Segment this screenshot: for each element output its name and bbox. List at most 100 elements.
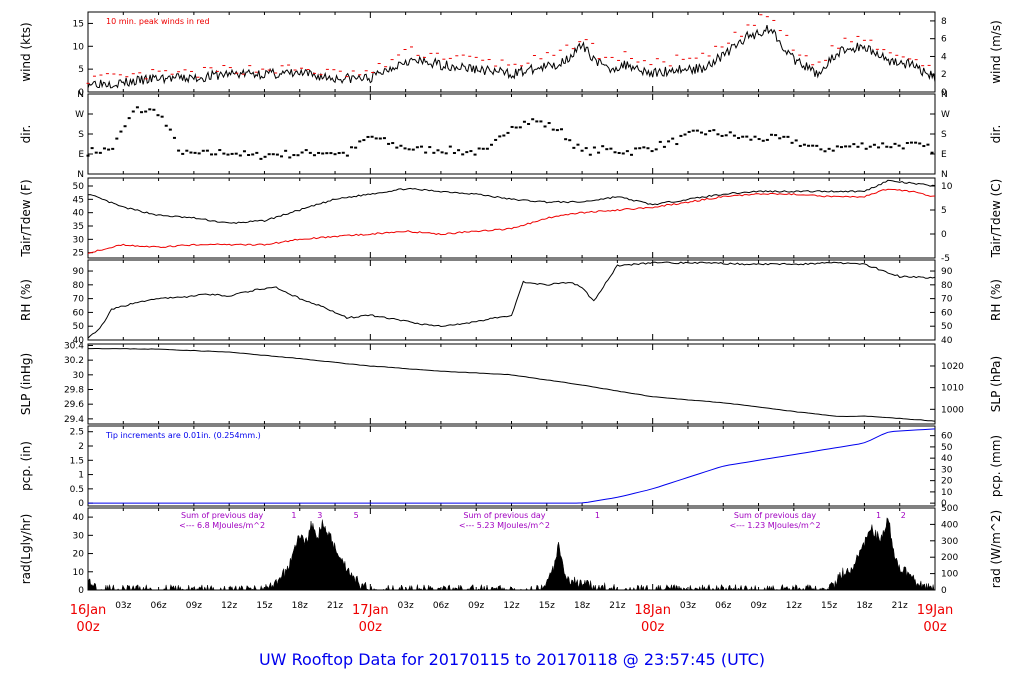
dir-point	[387, 142, 391, 145]
dir-point	[374, 137, 378, 140]
temp-series-tair	[87, 179, 936, 224]
dir-point	[197, 152, 201, 155]
dir-point	[382, 137, 386, 140]
pcp-annotation: Tip increments are 0.01in. (0.254mm.)	[105, 431, 261, 440]
pcp-series-pcp	[88, 428, 936, 504]
dir-point	[601, 145, 605, 148]
dir-point	[844, 145, 848, 148]
time-tick-label: 21z	[327, 601, 343, 611]
dir-point	[403, 147, 407, 150]
dir-point	[119, 130, 123, 133]
slp-left-tick-label: 30	[73, 371, 85, 381]
dir-right-tick-label: N	[941, 90, 948, 100]
dir-point	[308, 151, 312, 154]
temp-left-tick-label: 35	[73, 222, 84, 232]
dir-point	[144, 110, 148, 113]
wind-right-tick-label: 0	[941, 88, 947, 98]
dir-point	[160, 115, 164, 118]
dir-point	[148, 108, 152, 111]
dir-point	[864, 147, 868, 150]
dir-point	[271, 153, 275, 156]
dir-point	[782, 135, 786, 138]
rad-note-line2: <--- 6.8 MJoules/m^2	[179, 521, 265, 530]
rh-right-tick-label: 80	[941, 281, 953, 291]
rad-right-tick-label: 0	[941, 586, 947, 596]
dir-point	[411, 148, 415, 151]
slp-left-tick-label: 30.4	[64, 341, 84, 351]
dir-point	[312, 154, 316, 157]
dir-point	[304, 149, 308, 152]
time-tick-label: 03z	[115, 601, 131, 611]
dir-point	[115, 137, 119, 140]
dir-point	[490, 143, 494, 146]
dir-point	[535, 120, 539, 123]
temp-ylabel-right: Tair/Tdew (C)	[989, 179, 1003, 259]
temp-left-tick-label: 50	[73, 182, 85, 192]
dir-point	[140, 111, 144, 114]
dir-point	[592, 146, 596, 149]
temp-left-tick-label: 45	[73, 195, 84, 205]
dir-point	[436, 149, 440, 152]
rh-right-tick-label: 70	[941, 295, 953, 305]
rh-right-tick-label: 50	[941, 322, 953, 332]
dir-point	[860, 142, 864, 145]
dir-point	[716, 133, 720, 136]
dir-point	[671, 137, 675, 140]
chart-title: UW Rooftop Data for 20170115 to 20170118…	[258, 650, 766, 669]
time-tick-label: 09z	[468, 601, 484, 611]
dir-point	[222, 152, 226, 155]
dir-point	[354, 146, 358, 149]
dir-point	[329, 152, 333, 155]
dir-point	[407, 148, 411, 151]
temp-left-tick-label: 25	[73, 249, 84, 259]
time-tick-label: 03z	[680, 601, 696, 611]
dir-point	[391, 142, 395, 145]
rh-right-tick-label: 90	[941, 267, 953, 277]
rh-left-tick-label: 40	[73, 336, 85, 346]
pcp-left-tick-label: 2.5	[70, 428, 84, 438]
rad-note-line1: Sum of previous day	[734, 511, 816, 520]
dir-point	[189, 151, 193, 154]
dir-right-tick-label: S	[941, 130, 947, 140]
rad-note-line1: Sum of previous day	[463, 511, 545, 520]
dir-point	[395, 146, 399, 149]
dir-point	[452, 152, 456, 155]
dir-point	[242, 150, 246, 153]
dir-point	[333, 153, 337, 156]
slp-series-slp	[88, 348, 936, 422]
wind-panel-frame	[87, 11, 936, 93]
dir-point	[555, 129, 559, 132]
dir-point	[720, 134, 724, 137]
rad-ylabel-left: rad(Lgly/hr)	[19, 514, 33, 585]
rad-left-tick-label: 10	[73, 568, 85, 578]
dir-point	[251, 153, 255, 156]
rh-left-tick-label: 60	[73, 308, 85, 318]
dir-point	[539, 120, 543, 123]
dir-point	[448, 145, 452, 148]
rad-hour-marker: 2	[901, 511, 906, 520]
pcp-right-tick-label: 0	[941, 499, 947, 509]
wind-left-tick-label: 0	[78, 88, 84, 98]
slp-left-tick-label: 29.4	[64, 415, 84, 425]
dir-point	[531, 118, 535, 121]
wind-ylabel-right: wind (m/s)	[989, 20, 1003, 84]
dir-point	[580, 149, 584, 152]
slp-right-tick-label: 1020	[941, 362, 964, 372]
time-tick-label: 12z	[503, 601, 519, 611]
dir-point	[457, 149, 461, 152]
rad-right-tick-label: 500	[941, 504, 958, 514]
dir-point	[617, 151, 621, 154]
day-date-label: 18Jan	[634, 603, 671, 618]
temp-right-tick-label: 5	[941, 206, 947, 216]
dir-point	[288, 156, 292, 159]
dir-point	[378, 137, 382, 140]
rad-note-line2: <--- 1.23 MJoules/m^2	[729, 521, 820, 530]
wind-ylabel-left: wind (kts)	[19, 22, 33, 81]
dir-point	[568, 139, 572, 142]
dir-point	[749, 138, 753, 141]
dir-point	[761, 139, 765, 142]
dir-point	[930, 151, 934, 154]
dir-point	[444, 152, 448, 155]
temp-right-tick-label: 0	[941, 230, 947, 240]
